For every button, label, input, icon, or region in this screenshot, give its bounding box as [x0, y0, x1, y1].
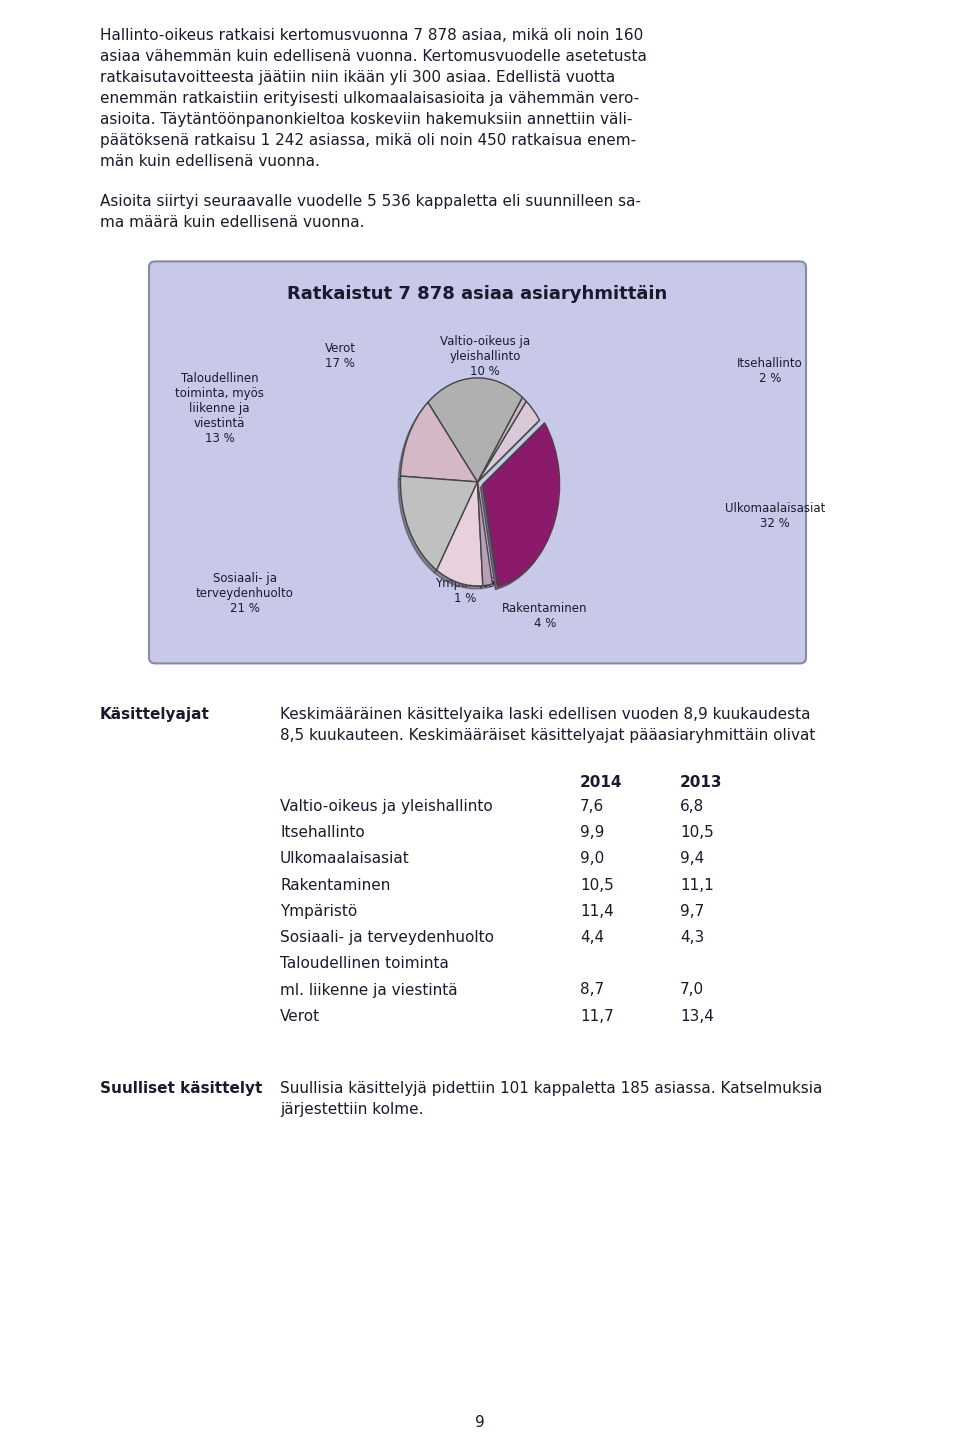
Text: 9,7: 9,7 [680, 903, 705, 919]
Wedge shape [400, 402, 477, 481]
Text: 9: 9 [475, 1415, 485, 1431]
Text: 7,6: 7,6 [580, 799, 604, 814]
Text: Itsehallinto: Itsehallinto [280, 825, 365, 840]
Text: järjestettiin kolme.: järjestettiin kolme. [280, 1103, 423, 1117]
Text: män kuin edellisenä vuonna.: män kuin edellisenä vuonna. [100, 155, 320, 169]
Wedge shape [483, 423, 560, 587]
Text: Ulkomaalaisasiat: Ulkomaalaisasiat [280, 851, 410, 866]
Text: 10,5: 10,5 [580, 877, 613, 893]
Text: asiaa vähemmän kuin edellisenä vuonna. Kertomusvuodelle asetetusta: asiaa vähemmän kuin edellisenä vuonna. K… [100, 49, 647, 64]
Text: Suullisia käsittelyjä pidettiin 101 kappaletta 185 asiassa. Katselmuksia: Suullisia käsittelyjä pidettiin 101 kapp… [280, 1081, 823, 1097]
Text: ma määrä kuin edellisenä vuonna.: ma määrä kuin edellisenä vuonna. [100, 215, 365, 230]
Text: Ratkaistut 7 878 asiaa asiaryhmittäin: Ratkaistut 7 878 asiaa asiaryhmittäin [287, 286, 667, 303]
Text: 6,8: 6,8 [680, 799, 705, 814]
Text: Sosiaali- ja
terveydenhuolto
21 %: Sosiaali- ja terveydenhuolto 21 % [196, 572, 294, 616]
Text: 11,1: 11,1 [680, 877, 713, 893]
Text: Käsittelyajat: Käsittelyajat [100, 708, 210, 722]
Text: 11,4: 11,4 [580, 903, 613, 919]
Text: Valtio-oikeus ja
yleishallinto
10 %: Valtio-oikeus ja yleishallinto 10 % [440, 335, 530, 379]
Text: Taloudellinen toiminta: Taloudellinen toiminta [280, 957, 449, 971]
Wedge shape [428, 377, 522, 481]
Text: 8,7: 8,7 [580, 983, 604, 997]
Text: Asioita siirtyi seuraavalle vuodelle 5 536 kappaletta eli suunnilleen sa-: Asioita siirtyi seuraavalle vuodelle 5 5… [100, 194, 641, 210]
Text: Rakentaminen
4 %: Rakentaminen 4 % [502, 603, 588, 630]
Text: 9,4: 9,4 [680, 851, 705, 866]
Text: Ulkomaalaisasiat
32 %: Ulkomaalaisasiat 32 % [725, 503, 826, 530]
Text: 9,0: 9,0 [580, 851, 604, 866]
Text: 9,9: 9,9 [580, 825, 605, 840]
Text: 2014: 2014 [580, 775, 622, 789]
Text: Verot: Verot [280, 1009, 320, 1023]
Text: Keskimääräinen käsittelyaika laski edellisen vuoden 8,9 kuukaudesta: Keskimääräinen käsittelyaika laski edell… [280, 708, 810, 722]
Text: 10,5: 10,5 [680, 825, 713, 840]
Text: päätöksenä ratkaisu 1 242 asiassa, mikä oli noin 450 ratkaisua enem-: päätöksenä ratkaisu 1 242 asiassa, mikä … [100, 133, 636, 147]
Text: enemmän ratkaistiin erityisesti ulkomaalaisasioita ja vähemmän vero-: enemmän ratkaistiin erityisesti ulkomaal… [100, 91, 639, 105]
FancyBboxPatch shape [149, 262, 806, 663]
Text: Rakentaminen: Rakentaminen [280, 877, 391, 893]
Text: 4,3: 4,3 [680, 931, 705, 945]
Text: 8,5 kuukauteen. Keskimääräiset käsittelyajat pääasiaryhmittäin olivat: 8,5 kuukauteen. Keskimääräiset käsittely… [280, 728, 815, 743]
Text: Taloudellinen
toiminta, myös
liikenne ja
viestintä
13 %: Taloudellinen toiminta, myös liikenne ja… [175, 373, 264, 445]
Text: 4,4: 4,4 [580, 931, 604, 945]
Wedge shape [477, 397, 526, 481]
Text: 7,0: 7,0 [680, 983, 704, 997]
Text: Valtio-oikeus ja yleishallinto: Valtio-oikeus ja yleishallinto [280, 799, 492, 814]
Text: Itsehallinto
2 %: Itsehallinto 2 % [737, 357, 803, 386]
Text: Ympäristö
1 %: Ympäristö 1 % [435, 578, 494, 605]
Wedge shape [437, 481, 483, 585]
Text: Sosiaali- ja terveydenhuolto: Sosiaali- ja terveydenhuolto [280, 931, 494, 945]
Text: ml. liikenne ja viestintä: ml. liikenne ja viestintä [280, 983, 458, 997]
Text: 11,7: 11,7 [580, 1009, 613, 1023]
Wedge shape [477, 481, 492, 585]
Text: Verot
17 %: Verot 17 % [324, 342, 355, 370]
Text: Suulliset käsittelyt: Suulliset käsittelyt [100, 1081, 262, 1097]
Text: Hallinto-oikeus ratkaisi kertomusvuonna 7 878 asiaa, mikä oli noin 160: Hallinto-oikeus ratkaisi kertomusvuonna … [100, 27, 643, 43]
Text: 2013: 2013 [680, 775, 723, 789]
Text: Ympäristö: Ympäristö [280, 903, 357, 919]
Text: ratkaisutavoitteesta jäätiin niin ikään yli 300 asiaa. Edellistä vuotta: ratkaisutavoitteesta jäätiin niin ikään … [100, 69, 615, 85]
Text: 13,4: 13,4 [680, 1009, 714, 1023]
Text: asioita. Täytäntöönpanonkieltoa koskeviin hakemuksiin annettiin väli-: asioita. Täytäntöönpanonkieltoa koskevii… [100, 113, 633, 127]
Wedge shape [400, 475, 477, 571]
Wedge shape [477, 402, 540, 481]
